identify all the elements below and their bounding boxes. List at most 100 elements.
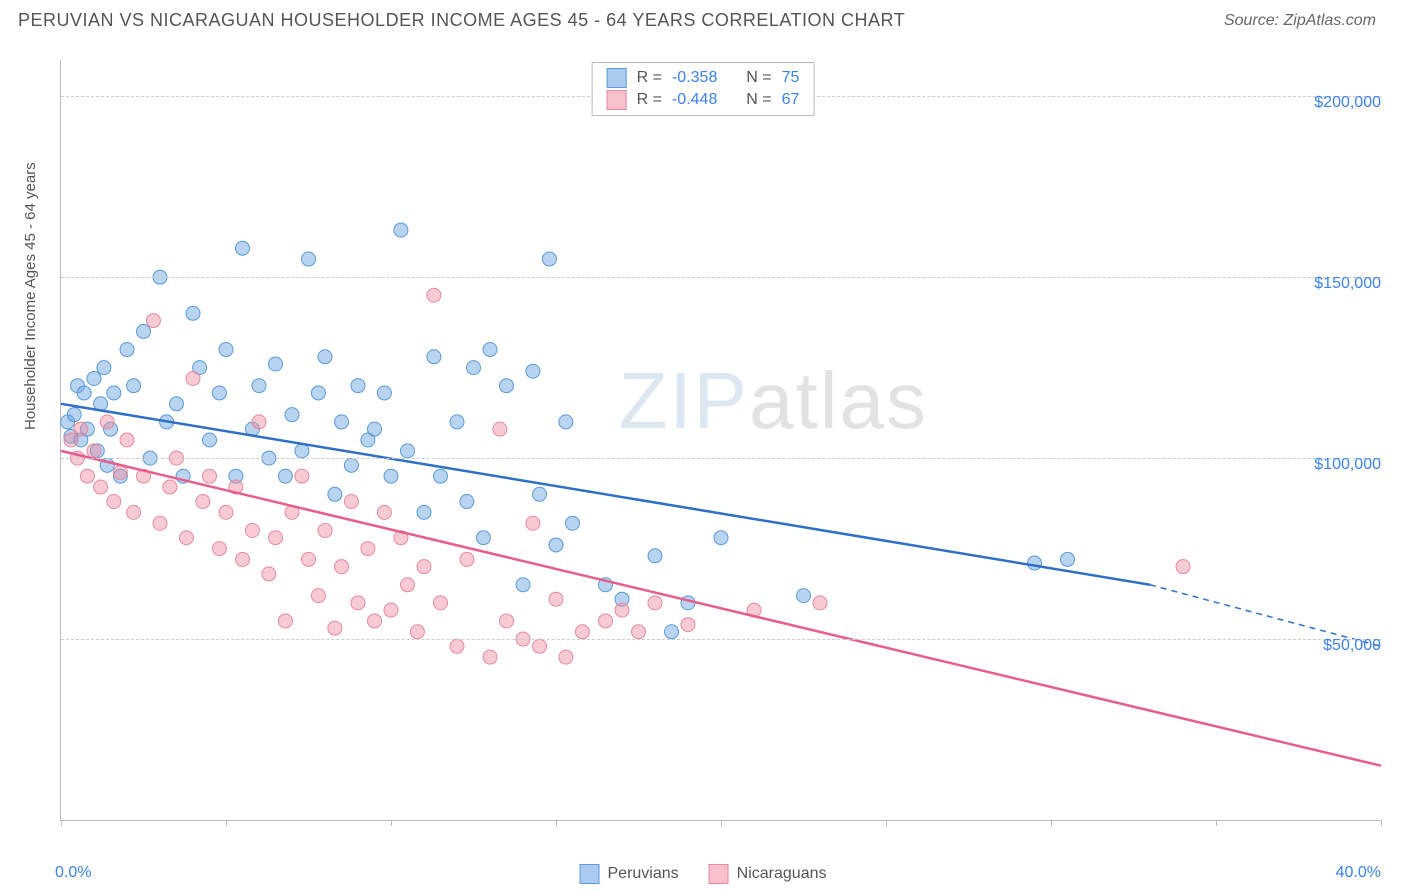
data-point [500, 614, 514, 628]
legend-label: Peruvians [608, 865, 679, 883]
data-point [269, 531, 283, 545]
x-tick [1051, 820, 1052, 826]
data-point [351, 379, 365, 393]
data-point [262, 567, 276, 581]
x-tick [556, 820, 557, 826]
data-point [285, 408, 299, 422]
x-axis-max: 40.0% [1336, 864, 1381, 882]
data-point [797, 589, 811, 603]
y-axis-label: Householder Income Ages 45 - 64 years [22, 162, 39, 430]
legend-swatch [580, 864, 600, 884]
data-point [212, 386, 226, 400]
data-point [269, 357, 283, 371]
data-point [64, 433, 78, 447]
data-point [302, 252, 316, 266]
data-point [460, 495, 474, 509]
data-point [559, 650, 573, 664]
y-tick-label: $50,000 [1323, 637, 1381, 655]
data-point [344, 495, 358, 509]
data-point [74, 422, 88, 436]
data-point [493, 422, 507, 436]
legend-item: Peruvians [580, 864, 679, 884]
data-point [335, 560, 349, 574]
data-point [186, 306, 200, 320]
data-point [245, 523, 259, 537]
chart-header: PERUVIAN VS NICARAGUAN HOUSEHOLDER INCOM… [0, 0, 1406, 36]
data-point [427, 350, 441, 364]
data-point [665, 625, 679, 639]
data-point [813, 596, 827, 610]
plot-area [60, 60, 1381, 821]
data-point [516, 578, 530, 592]
data-point [311, 589, 325, 603]
data-point [417, 505, 431, 519]
data-point [120, 343, 134, 357]
data-point [434, 596, 448, 610]
series-swatch [607, 90, 627, 110]
x-tick [61, 820, 62, 826]
data-point [549, 538, 563, 552]
scatter-plot-svg [61, 60, 1381, 820]
data-point [714, 531, 728, 545]
data-point [212, 542, 226, 556]
data-point [146, 314, 160, 328]
data-point [127, 379, 141, 393]
data-point [328, 621, 342, 635]
legend-item: Nicaraguans [709, 864, 827, 884]
data-point [450, 415, 464, 429]
y-tick-label: $150,000 [1314, 275, 1381, 293]
data-point [500, 379, 514, 393]
data-point [344, 458, 358, 472]
n-value: 75 [782, 69, 800, 87]
y-tick-label: $200,000 [1314, 94, 1381, 112]
data-point [368, 422, 382, 436]
stats-row: R =-0.448 N =67 [607, 89, 800, 111]
data-point [335, 415, 349, 429]
data-point [196, 495, 210, 509]
x-tick [721, 820, 722, 826]
data-point [384, 469, 398, 483]
data-point [384, 603, 398, 617]
legend-swatch [709, 864, 729, 884]
data-point [401, 578, 415, 592]
trend-line [61, 404, 1150, 585]
data-point [107, 495, 121, 509]
data-point [368, 614, 382, 628]
data-point [483, 650, 497, 664]
series-swatch [607, 68, 627, 88]
data-point [1028, 556, 1042, 570]
data-point [94, 480, 108, 494]
data-point [648, 549, 662, 563]
data-point [107, 386, 121, 400]
data-point [67, 408, 81, 422]
data-point [80, 469, 94, 483]
data-point [417, 560, 431, 574]
data-point [97, 361, 111, 375]
legend: Peruvians Nicaraguans [580, 864, 827, 884]
data-point [615, 603, 629, 617]
data-point [542, 252, 556, 266]
n-value: 67 [782, 91, 800, 109]
data-point [87, 444, 101, 458]
data-point [460, 552, 474, 566]
data-point [394, 223, 408, 237]
data-point [186, 371, 200, 385]
y-tick-label: $100,000 [1314, 456, 1381, 474]
data-point [219, 505, 233, 519]
data-point [467, 361, 481, 375]
data-point [295, 469, 309, 483]
data-point [252, 415, 266, 429]
data-point [179, 531, 193, 545]
r-value: -0.448 [672, 91, 717, 109]
source-attribution: Source: ZipAtlas.com [1224, 12, 1376, 30]
x-tick [391, 820, 392, 826]
data-point [295, 444, 309, 458]
data-point [100, 415, 114, 429]
data-point [318, 523, 332, 537]
x-tick [886, 820, 887, 826]
n-label: N = [746, 69, 771, 87]
data-point [632, 625, 646, 639]
data-point [127, 505, 141, 519]
data-point [137, 324, 151, 338]
data-point [113, 466, 127, 480]
